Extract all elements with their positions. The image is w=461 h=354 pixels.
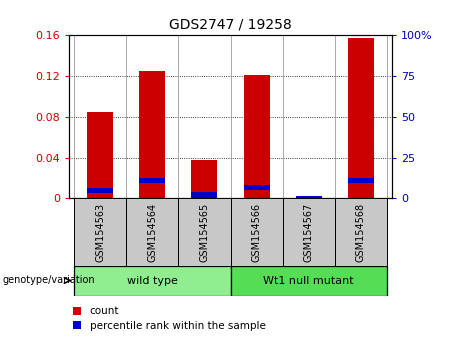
Title: GDS2747 / 19258: GDS2747 / 19258 bbox=[169, 17, 292, 32]
Bar bbox=[296, 196, 322, 201]
Text: Wt1 null mutant: Wt1 null mutant bbox=[263, 275, 354, 286]
Text: GSM154563: GSM154563 bbox=[95, 203, 106, 262]
Bar bbox=[230, 266, 387, 296]
Bar bbox=[126, 198, 178, 266]
Text: GSM154566: GSM154566 bbox=[252, 203, 261, 262]
Bar bbox=[139, 178, 165, 183]
Text: GSM154564: GSM154564 bbox=[148, 203, 157, 262]
Text: GSM154565: GSM154565 bbox=[200, 203, 209, 262]
Bar bbox=[335, 198, 387, 266]
Bar bbox=[191, 160, 218, 198]
Bar bbox=[243, 75, 270, 198]
Text: genotype/variation: genotype/variation bbox=[2, 275, 95, 285]
Bar bbox=[283, 198, 335, 266]
Legend: count, percentile rank within the sample: count, percentile rank within the sample bbox=[71, 304, 267, 333]
Bar bbox=[139, 71, 165, 198]
Bar bbox=[348, 39, 373, 198]
Bar bbox=[74, 198, 126, 266]
Bar bbox=[230, 198, 283, 266]
Text: wild type: wild type bbox=[127, 275, 178, 286]
Text: GSM154567: GSM154567 bbox=[304, 203, 313, 262]
Bar bbox=[88, 188, 113, 193]
Bar bbox=[88, 112, 113, 198]
Text: GSM154568: GSM154568 bbox=[355, 203, 366, 262]
Bar bbox=[243, 185, 270, 190]
Bar bbox=[74, 266, 230, 296]
Bar bbox=[178, 198, 230, 266]
Bar bbox=[348, 178, 373, 183]
Bar bbox=[191, 193, 218, 198]
